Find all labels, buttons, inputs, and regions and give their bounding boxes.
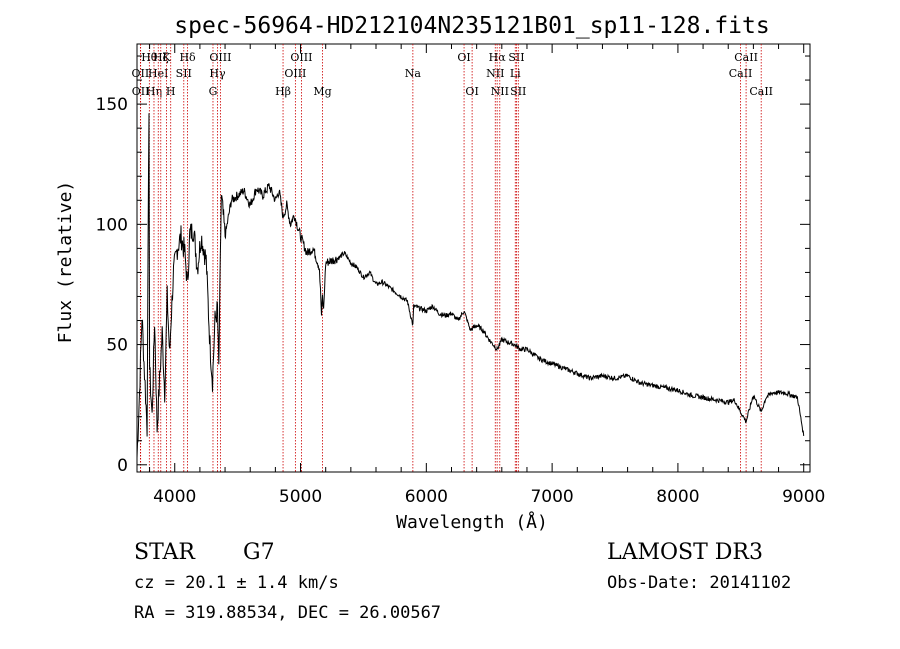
line-marker-label: CaII	[734, 51, 758, 64]
y-tick-label: 100	[96, 215, 128, 235]
line-marker-label: NII	[486, 67, 504, 80]
line-marker-label: OIII	[290, 51, 312, 64]
line-marker-label: SII	[176, 67, 192, 80]
y-tick-label: 50	[106, 336, 128, 356]
observation-date: Obs-Date: 20141102	[607, 573, 792, 593]
line-marker-label: K	[162, 51, 171, 64]
object-type: STAR	[134, 540, 195, 565]
line-marker-label: Na	[405, 67, 422, 80]
line-marker-label: G	[209, 85, 218, 98]
line-marker-label: Hζ	[153, 51, 169, 64]
line-marker-label: Hδ	[179, 51, 196, 64]
x-tick-label: 5000	[279, 487, 322, 507]
line-markers: OIIOIIHθHηHeIHζKHSIIHδGHγOIIIHβOIIIOIIIM…	[132, 44, 773, 472]
line-marker-label: OII	[132, 85, 150, 98]
x-tick-label: 4000	[153, 487, 196, 507]
line-marker-label: CaII	[729, 67, 753, 80]
x-tick-label: 8000	[656, 487, 699, 507]
chart-title: spec-56964-HD212104N235121B01_sp11-128.f…	[174, 13, 769, 39]
x-tick-label: 9000	[782, 487, 825, 507]
line-marker-label: OIII	[284, 67, 306, 80]
line-marker-label: HeI	[148, 67, 168, 80]
spectral-subclass: G7	[243, 540, 275, 565]
line-marker-label: SII	[510, 85, 526, 98]
line-marker-label: OI	[465, 85, 478, 98]
sky-coordinates: RA = 319.88534, DEC = 26.00567	[134, 603, 442, 623]
redshift-velocity: cz = 20.1 ± 1.4 km/s	[134, 573, 339, 593]
line-marker-label: Hα	[489, 51, 507, 64]
survey-name: LAMOST DR3	[607, 540, 763, 565]
line-marker-label: Hγ	[209, 67, 226, 80]
line-marker-label: Hβ	[275, 85, 291, 98]
line-marker-label: OII	[132, 67, 150, 80]
spectrum-line	[136, 113, 805, 458]
line-marker-label: Hη	[146, 85, 162, 98]
line-marker-label: OIII	[209, 51, 231, 64]
y-axis-label: Flux (relative)	[55, 181, 76, 344]
x-axis-label: Wavelength (Å)	[396, 511, 548, 533]
line-marker-label: OI	[457, 51, 470, 64]
plot-frame	[136, 43, 811, 473]
line-marker-label: SII	[508, 51, 524, 64]
line-marker-label: Mg	[313, 85, 331, 98]
y-tick-label: 150	[96, 95, 128, 115]
line-marker-label: H	[166, 85, 176, 98]
x-tick-label: 7000	[530, 487, 573, 507]
line-marker-label: NII	[491, 85, 509, 98]
x-tick-label: 6000	[405, 487, 448, 507]
axes: 4000 5000 6000 7000 8000 9000 0 50 100 150	[96, 44, 825, 507]
line-marker-label: CaII	[749, 85, 773, 98]
y-tick-label: 0	[117, 456, 128, 476]
line-marker-label: Li	[510, 67, 521, 80]
